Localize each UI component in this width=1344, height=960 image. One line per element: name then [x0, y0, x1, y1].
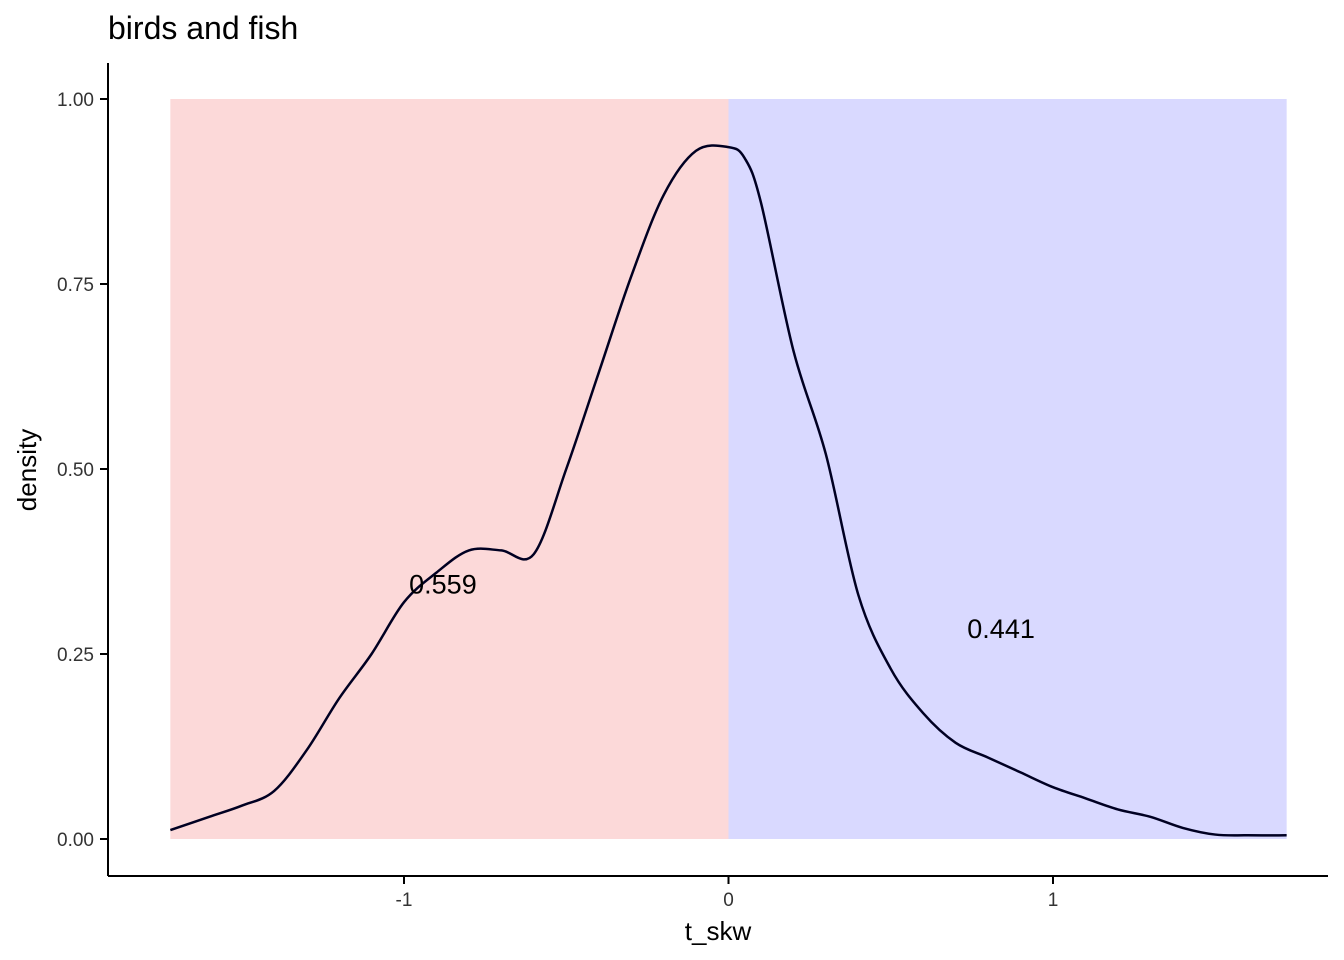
annotations: 0.559 0.441 [409, 570, 1035, 644]
x-tick-label: -1 [396, 890, 413, 911]
y-tick-label: 0.00 [57, 830, 94, 851]
x-tick-label: 1 [1048, 890, 1059, 911]
y-tick-label: 0.75 [57, 275, 94, 296]
shaded-regions [170, 99, 1287, 839]
y-axis-title: density [12, 429, 42, 511]
density-curve [169, 144, 1287, 837]
y-tick-label: 0.25 [57, 645, 94, 666]
y-tick-label: 0.50 [57, 460, 94, 481]
annotation-right-proportion: 0.441 [967, 614, 1035, 644]
region-left [170, 99, 729, 839]
annotation-left-proportion: 0.559 [409, 570, 477, 600]
x-axis-ticks: -1 0 1 [396, 876, 1059, 911]
y-axis-ticks: 0.00 0.25 0.50 0.75 1.00 [57, 90, 108, 851]
x-axis-title: t_skw [685, 916, 752, 946]
x-tick-label: 0 [723, 890, 734, 911]
region-right [728, 99, 1287, 839]
y-tick-label: 1.00 [57, 90, 94, 111]
chart-title: birds and fish [108, 10, 298, 46]
